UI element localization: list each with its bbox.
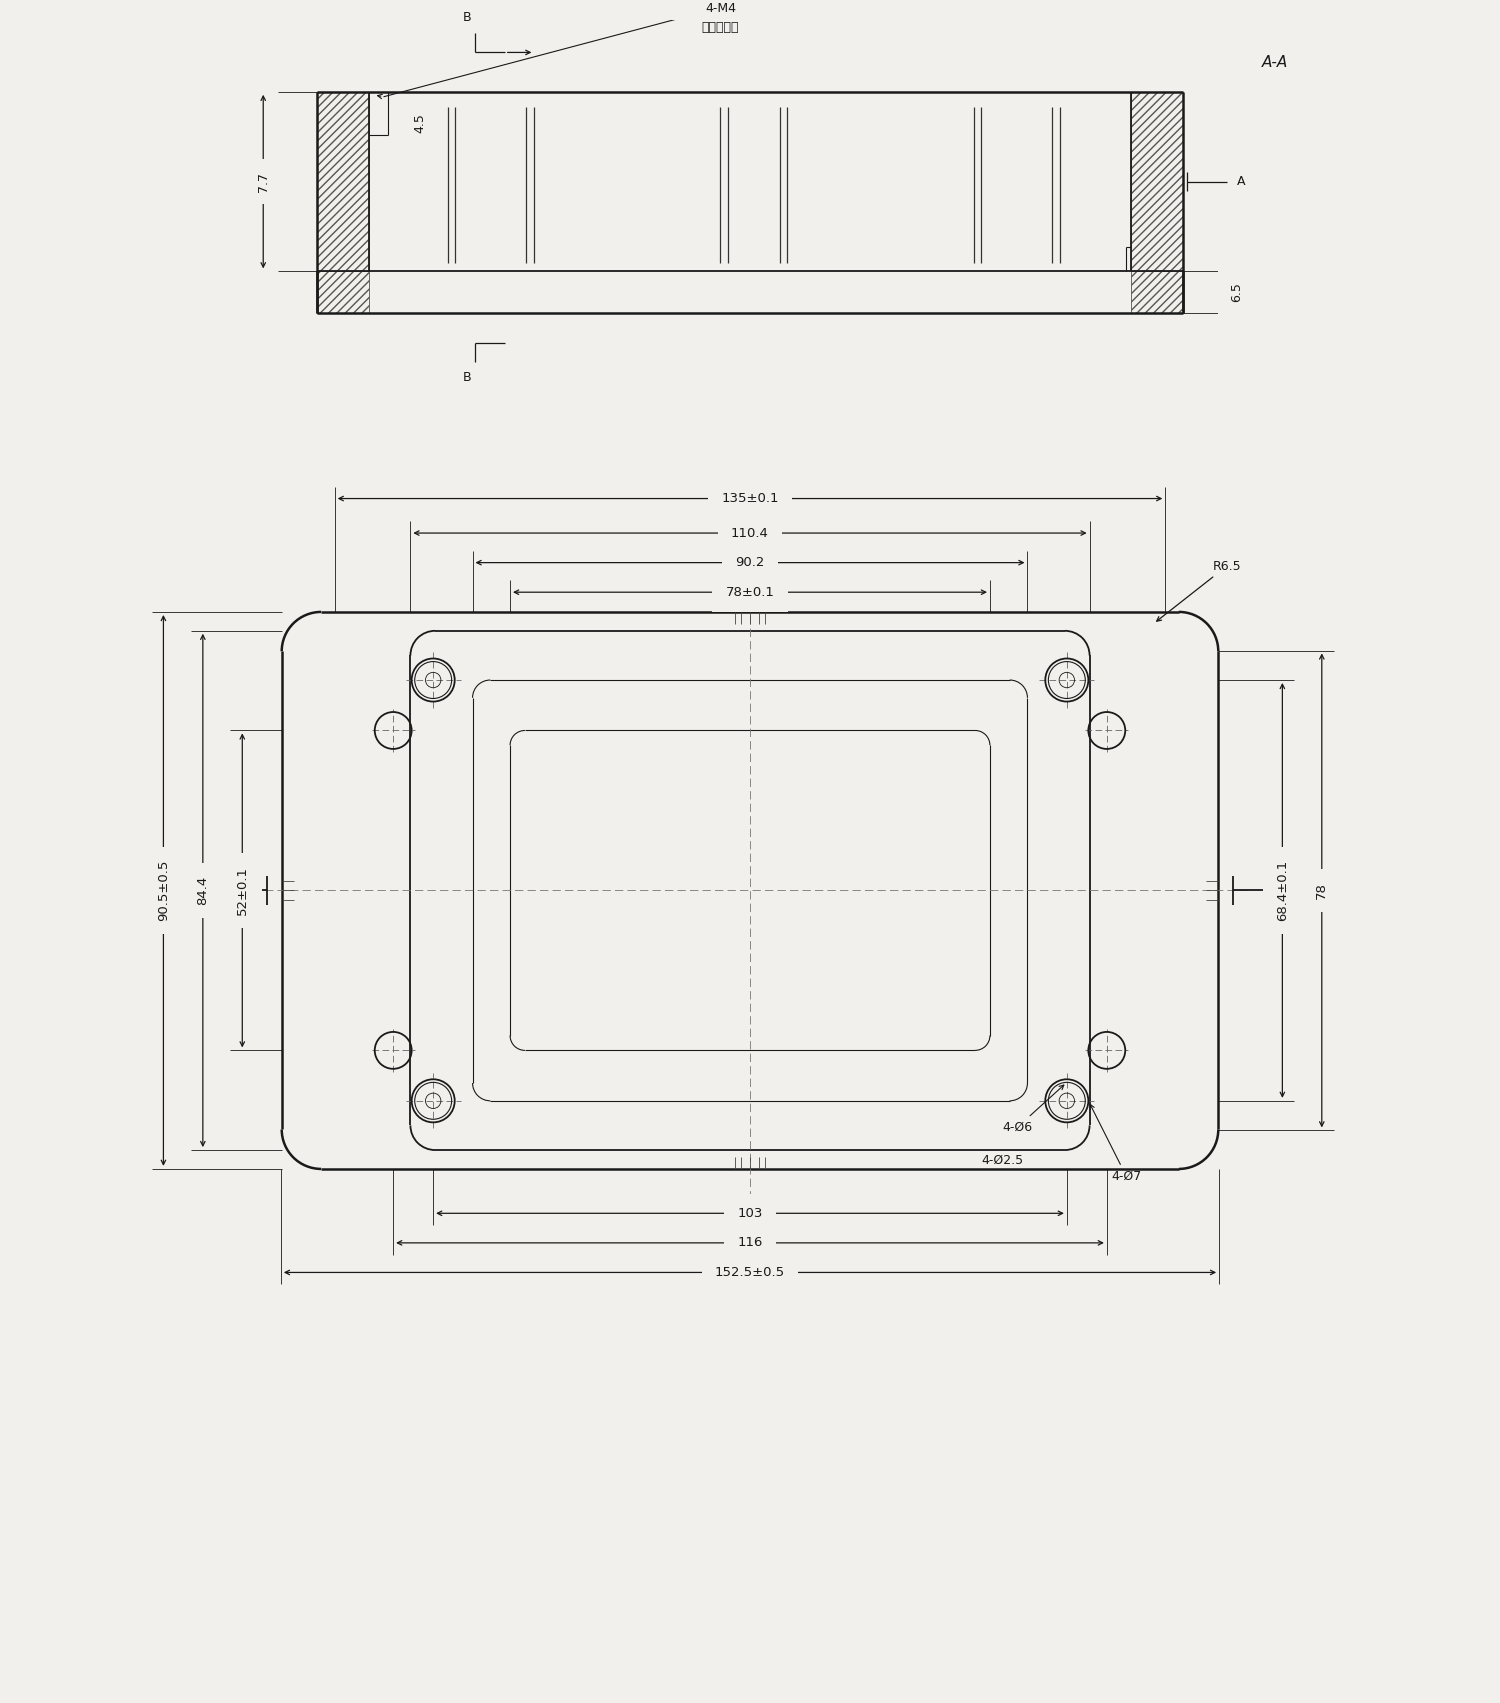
Text: R6.5: R6.5 — [1156, 560, 1240, 622]
Text: 90.5±0.5: 90.5±0.5 — [158, 860, 170, 921]
Text: B: B — [464, 12, 471, 24]
Text: 4-M4: 4-M4 — [705, 2, 736, 15]
Text: 110.4: 110.4 — [730, 526, 770, 540]
Text: 152.5±0.5: 152.5±0.5 — [716, 1265, 784, 1279]
Text: 78±0.1: 78±0.1 — [726, 586, 774, 599]
Text: 4-Ø7: 4-Ø7 — [1090, 1105, 1142, 1182]
Bar — [1131, 92, 1182, 271]
Text: 68.4±0.1: 68.4±0.1 — [1276, 860, 1288, 921]
Text: 7.7: 7.7 — [256, 172, 270, 192]
Text: 103: 103 — [738, 1207, 762, 1219]
Text: A: A — [206, 882, 218, 897]
Bar — [318, 271, 369, 313]
Text: 90.2: 90.2 — [735, 557, 765, 569]
Text: 6.5: 6.5 — [1230, 283, 1244, 301]
Bar — [318, 92, 369, 271]
Text: 4.5: 4.5 — [413, 114, 426, 133]
Text: 4-Ø6: 4-Ø6 — [1002, 1085, 1064, 1134]
Text: 116: 116 — [738, 1236, 762, 1250]
Text: 预埋铜螺母: 预埋铜螺母 — [702, 22, 740, 34]
Text: A-A: A-A — [1262, 54, 1287, 70]
Text: 84.4: 84.4 — [196, 875, 210, 904]
Text: A: A — [1282, 882, 1294, 897]
Text: 4-Ø2.5: 4-Ø2.5 — [981, 1153, 1024, 1167]
Text: B: B — [464, 371, 471, 383]
Bar — [1131, 271, 1182, 313]
Text: A: A — [1238, 175, 1245, 187]
Text: 78: 78 — [1316, 882, 1329, 899]
Text: 135±0.1: 135±0.1 — [722, 492, 778, 506]
Text: 52±0.1: 52±0.1 — [236, 865, 249, 915]
